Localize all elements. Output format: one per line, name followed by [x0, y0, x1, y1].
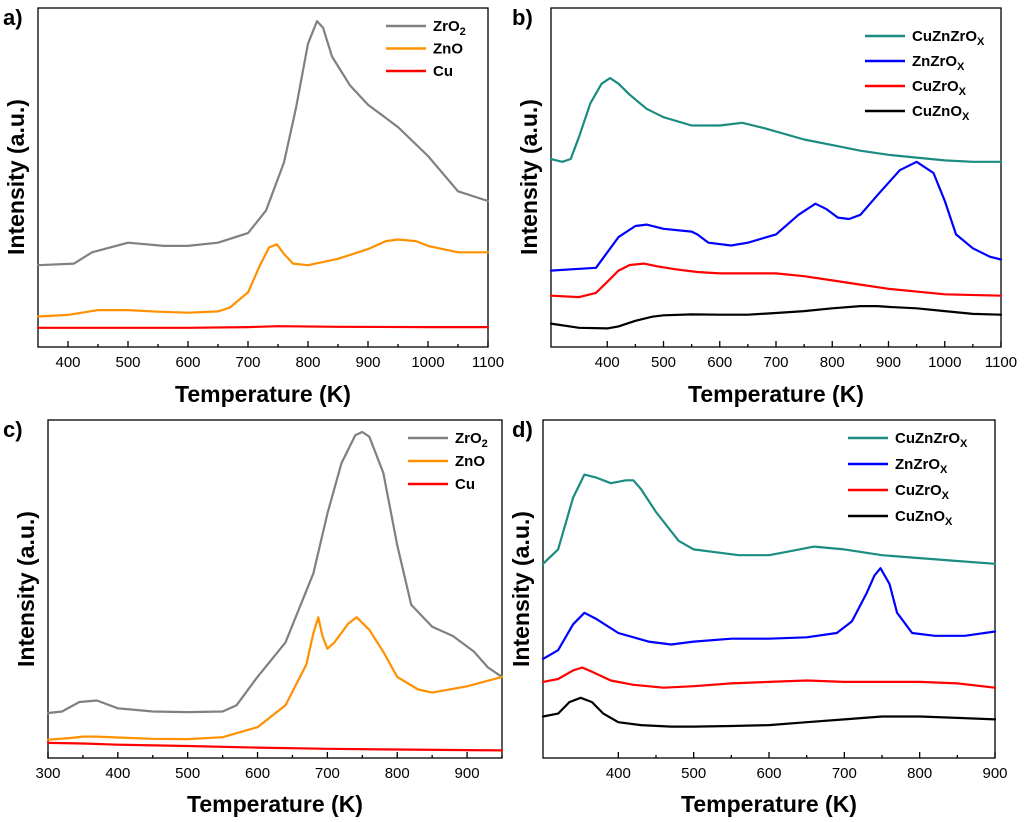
legend-label-ZrO2: ZrO2: [455, 430, 488, 450]
legend: ZrO2 ZnO Cu: [408, 430, 488, 493]
legend-label-CuZrOx: CuZrOX: [912, 78, 967, 98]
x-tick-label: 500: [115, 354, 140, 371]
y-axis-title: Intensity (a.u.): [3, 99, 29, 255]
y-axis-title: Intensity (a.u.): [508, 511, 534, 667]
series-line-Cu: [36, 325, 490, 329]
panel-label: c): [3, 417, 23, 442]
series-line-ZnZrOx: [541, 567, 997, 660]
series-curves: [549, 77, 1003, 330]
series-line-CuZnZrOx: [549, 77, 1003, 163]
x-tick-label: 500: [681, 765, 706, 782]
panel-d: d) 400 500 600 700 800 900 Temperature (K) In…: [508, 417, 1008, 817]
series-line-ZrO2: [46, 430, 504, 715]
panel-a: a) 400 500 600 700 800 900 1000 1100 Temperatur…: [3, 5, 504, 407]
panel-label: d): [512, 417, 533, 442]
legend-label-ZnZrOx: ZnZrOX: [912, 53, 965, 73]
legend: ZrO2 ZnO Cu: [386, 18, 466, 80]
x-tick-label: 400: [595, 354, 620, 371]
legend-label-CuZnZrOx: CuZnZrOX: [895, 430, 968, 450]
legend-label-CuZnZrOx: CuZnZrOX: [912, 28, 985, 48]
x-tick-label: 600: [707, 354, 732, 371]
x-tick-label: 800: [295, 354, 320, 371]
legend: CuZnZrOX ZnZrOX CuZrOX CuZnOX: [865, 28, 985, 123]
panel-label: a): [3, 5, 23, 30]
x-ticks: 400 500 600 700 800 900 1000 1100: [595, 341, 1017, 371]
series-line-CuZrOx: [541, 666, 997, 689]
legend-label-ZnZrOx: ZnZrOX: [895, 456, 948, 476]
legend-label-CuZnOx: CuZnOX: [895, 508, 953, 528]
legend-label-ZrO2: ZrO2: [433, 18, 466, 38]
x-tick-label: 700: [315, 765, 340, 782]
x-tick-label: 600: [245, 765, 270, 782]
series-line-CuZnOx: [541, 696, 997, 728]
x-tick-label: 700: [235, 354, 260, 371]
series-line-Cu: [46, 741, 504, 752]
legend-label-Cu: Cu: [433, 63, 453, 80]
x-tick-label: 800: [385, 765, 410, 782]
plot-frame: [47, 419, 503, 759]
x-tick-label: 600: [756, 765, 781, 782]
x-tick-label: 1000: [411, 354, 444, 371]
x-tick-label: 1000: [928, 354, 961, 371]
x-tick-label: 900: [876, 354, 901, 371]
plot-frame: [37, 7, 489, 348]
x-axis-title: Temperature (K): [187, 791, 363, 817]
x-tick-label: 700: [832, 765, 857, 782]
x-ticks: 400 500 600 700 800 900: [606, 752, 1008, 782]
panel-label: b): [512, 5, 533, 30]
series-line-CuZnZrOx: [541, 473, 997, 565]
legend-label-ZnO: ZnO: [455, 453, 485, 470]
x-tick-label: 1100: [472, 354, 504, 371]
x-tick-label: 500: [175, 765, 200, 782]
panel-c: c) 300 400 500 600 700 800 900 Temperature (K)…: [3, 417, 504, 817]
legend-label-Cu: Cu: [455, 476, 475, 493]
series-line-ZnO: [36, 238, 490, 318]
legend: CuZnZrOX ZnZrOX CuZrOX CuZnOX: [848, 430, 968, 528]
series-line-ZrO2: [36, 20, 490, 267]
x-tick-label: 400: [105, 765, 130, 782]
panel-b: b) 400 500 600 700 800 900 1000 1100 Temperatur…: [512, 5, 1017, 407]
x-tick-label: 400: [606, 765, 631, 782]
series-line-CuZrOx: [549, 262, 1003, 299]
series-line-ZnZrOx: [549, 160, 1003, 272]
legend-label-CuZnOx: CuZnOX: [912, 103, 970, 123]
x-tick-label: 900: [455, 765, 480, 782]
legend-label-ZnO: ZnO: [433, 41, 463, 58]
x-tick-label: 500: [651, 354, 676, 371]
x-axis-title: Temperature (K): [175, 381, 351, 407]
x-tick-label: 400: [55, 354, 80, 371]
series-line-ZnO: [46, 616, 504, 741]
series-line-CuZnOx: [549, 305, 1003, 330]
x-tick-label: 600: [175, 354, 200, 371]
y-axis-title: Intensity (a.u.): [13, 511, 39, 667]
x-tick-label: 800: [907, 765, 932, 782]
y-axis-title: Intensity (a.u.): [516, 99, 542, 255]
series-curves: [541, 473, 997, 728]
series-curves: [46, 430, 504, 752]
x-tick-label: 1100: [985, 354, 1017, 371]
x-tick-label: 900: [355, 354, 380, 371]
x-axis-title: Temperature (K): [681, 791, 857, 817]
x-tick-label: 800: [820, 354, 845, 371]
legend-label-CuZrOx: CuZrOX: [895, 482, 950, 502]
x-axis-title: Temperature (K): [688, 381, 864, 407]
x-ticks: 400 500 600 700 800 900 1000 1100: [55, 341, 504, 371]
x-tick-label: 300: [35, 765, 60, 782]
series-curves: [36, 20, 490, 329]
x-tick-label: 900: [982, 765, 1007, 782]
x-ticks: 300 400 500 600 700 800 900: [35, 752, 503, 782]
x-tick-label: 700: [763, 354, 788, 371]
